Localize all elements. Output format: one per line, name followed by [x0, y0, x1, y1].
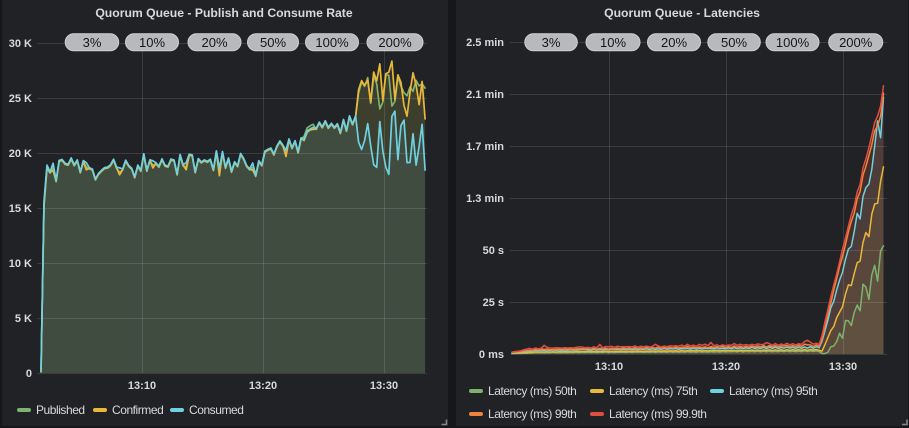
- svg-text:20%: 20%: [661, 35, 687, 50]
- svg-text:30 K: 30 K: [9, 38, 32, 50]
- svg-text:13:10: 13:10: [128, 380, 156, 392]
- svg-text:50 s: 50 s: [483, 245, 504, 257]
- svg-text:10 K: 10 K: [9, 258, 32, 270]
- svg-text:13:20: 13:20: [249, 380, 277, 392]
- svg-text:50%: 50%: [721, 35, 747, 50]
- svg-text:200%: 200%: [378, 35, 412, 50]
- svg-text:5 K: 5 K: [15, 313, 32, 325]
- svg-text:0 ms: 0 ms: [479, 349, 504, 361]
- svg-text:50%: 50%: [260, 35, 286, 50]
- svg-text:1.3 min: 1.3 min: [466, 193, 504, 205]
- svg-text:25 K: 25 K: [9, 93, 32, 105]
- svg-text:200%: 200%: [839, 35, 873, 50]
- svg-text:Latency (ms) 99.9th: Latency (ms) 99.9th: [609, 407, 707, 421]
- svg-text:Latency (ms) 75th: Latency (ms) 75th: [609, 384, 697, 398]
- svg-text:3%: 3%: [83, 35, 102, 50]
- svg-text:Quorum Queue - Latencies: Quorum Queue - Latencies: [604, 6, 760, 20]
- svg-text:Latency (ms) 95th: Latency (ms) 95th: [729, 384, 817, 398]
- svg-text:100%: 100%: [776, 35, 810, 50]
- svg-text:13:30: 13:30: [370, 380, 398, 392]
- svg-text:2.5 min: 2.5 min: [466, 37, 504, 49]
- svg-text:15 K: 15 K: [9, 203, 32, 215]
- svg-text:10%: 10%: [600, 35, 626, 50]
- svg-text:Confirmed: Confirmed: [112, 403, 163, 417]
- svg-text:25 s: 25 s: [483, 297, 504, 309]
- svg-text:20 K: 20 K: [9, 148, 32, 160]
- svg-text:3%: 3%: [542, 35, 561, 50]
- svg-text:20%: 20%: [201, 35, 227, 50]
- svg-text:1.7 min: 1.7 min: [466, 141, 504, 153]
- svg-text:13:20: 13:20: [712, 361, 740, 373]
- svg-text:Latency (ms) 50th: Latency (ms) 50th: [488, 384, 576, 398]
- svg-text:13:30: 13:30: [829, 361, 857, 373]
- svg-text:Latency (ms) 99th: Latency (ms) 99th: [488, 407, 576, 421]
- svg-text:Quorum Queue - Publish and Con: Quorum Queue - Publish and Consume Rate: [95, 6, 353, 20]
- svg-text:10%: 10%: [139, 35, 165, 50]
- svg-text:0: 0: [26, 368, 32, 380]
- svg-text:100%: 100%: [315, 35, 349, 50]
- svg-text:2.1 min: 2.1 min: [466, 89, 504, 101]
- svg-text:13:10: 13:10: [595, 361, 623, 373]
- svg-text:Published: Published: [36, 403, 85, 417]
- svg-text:Consumed: Consumed: [189, 403, 243, 417]
